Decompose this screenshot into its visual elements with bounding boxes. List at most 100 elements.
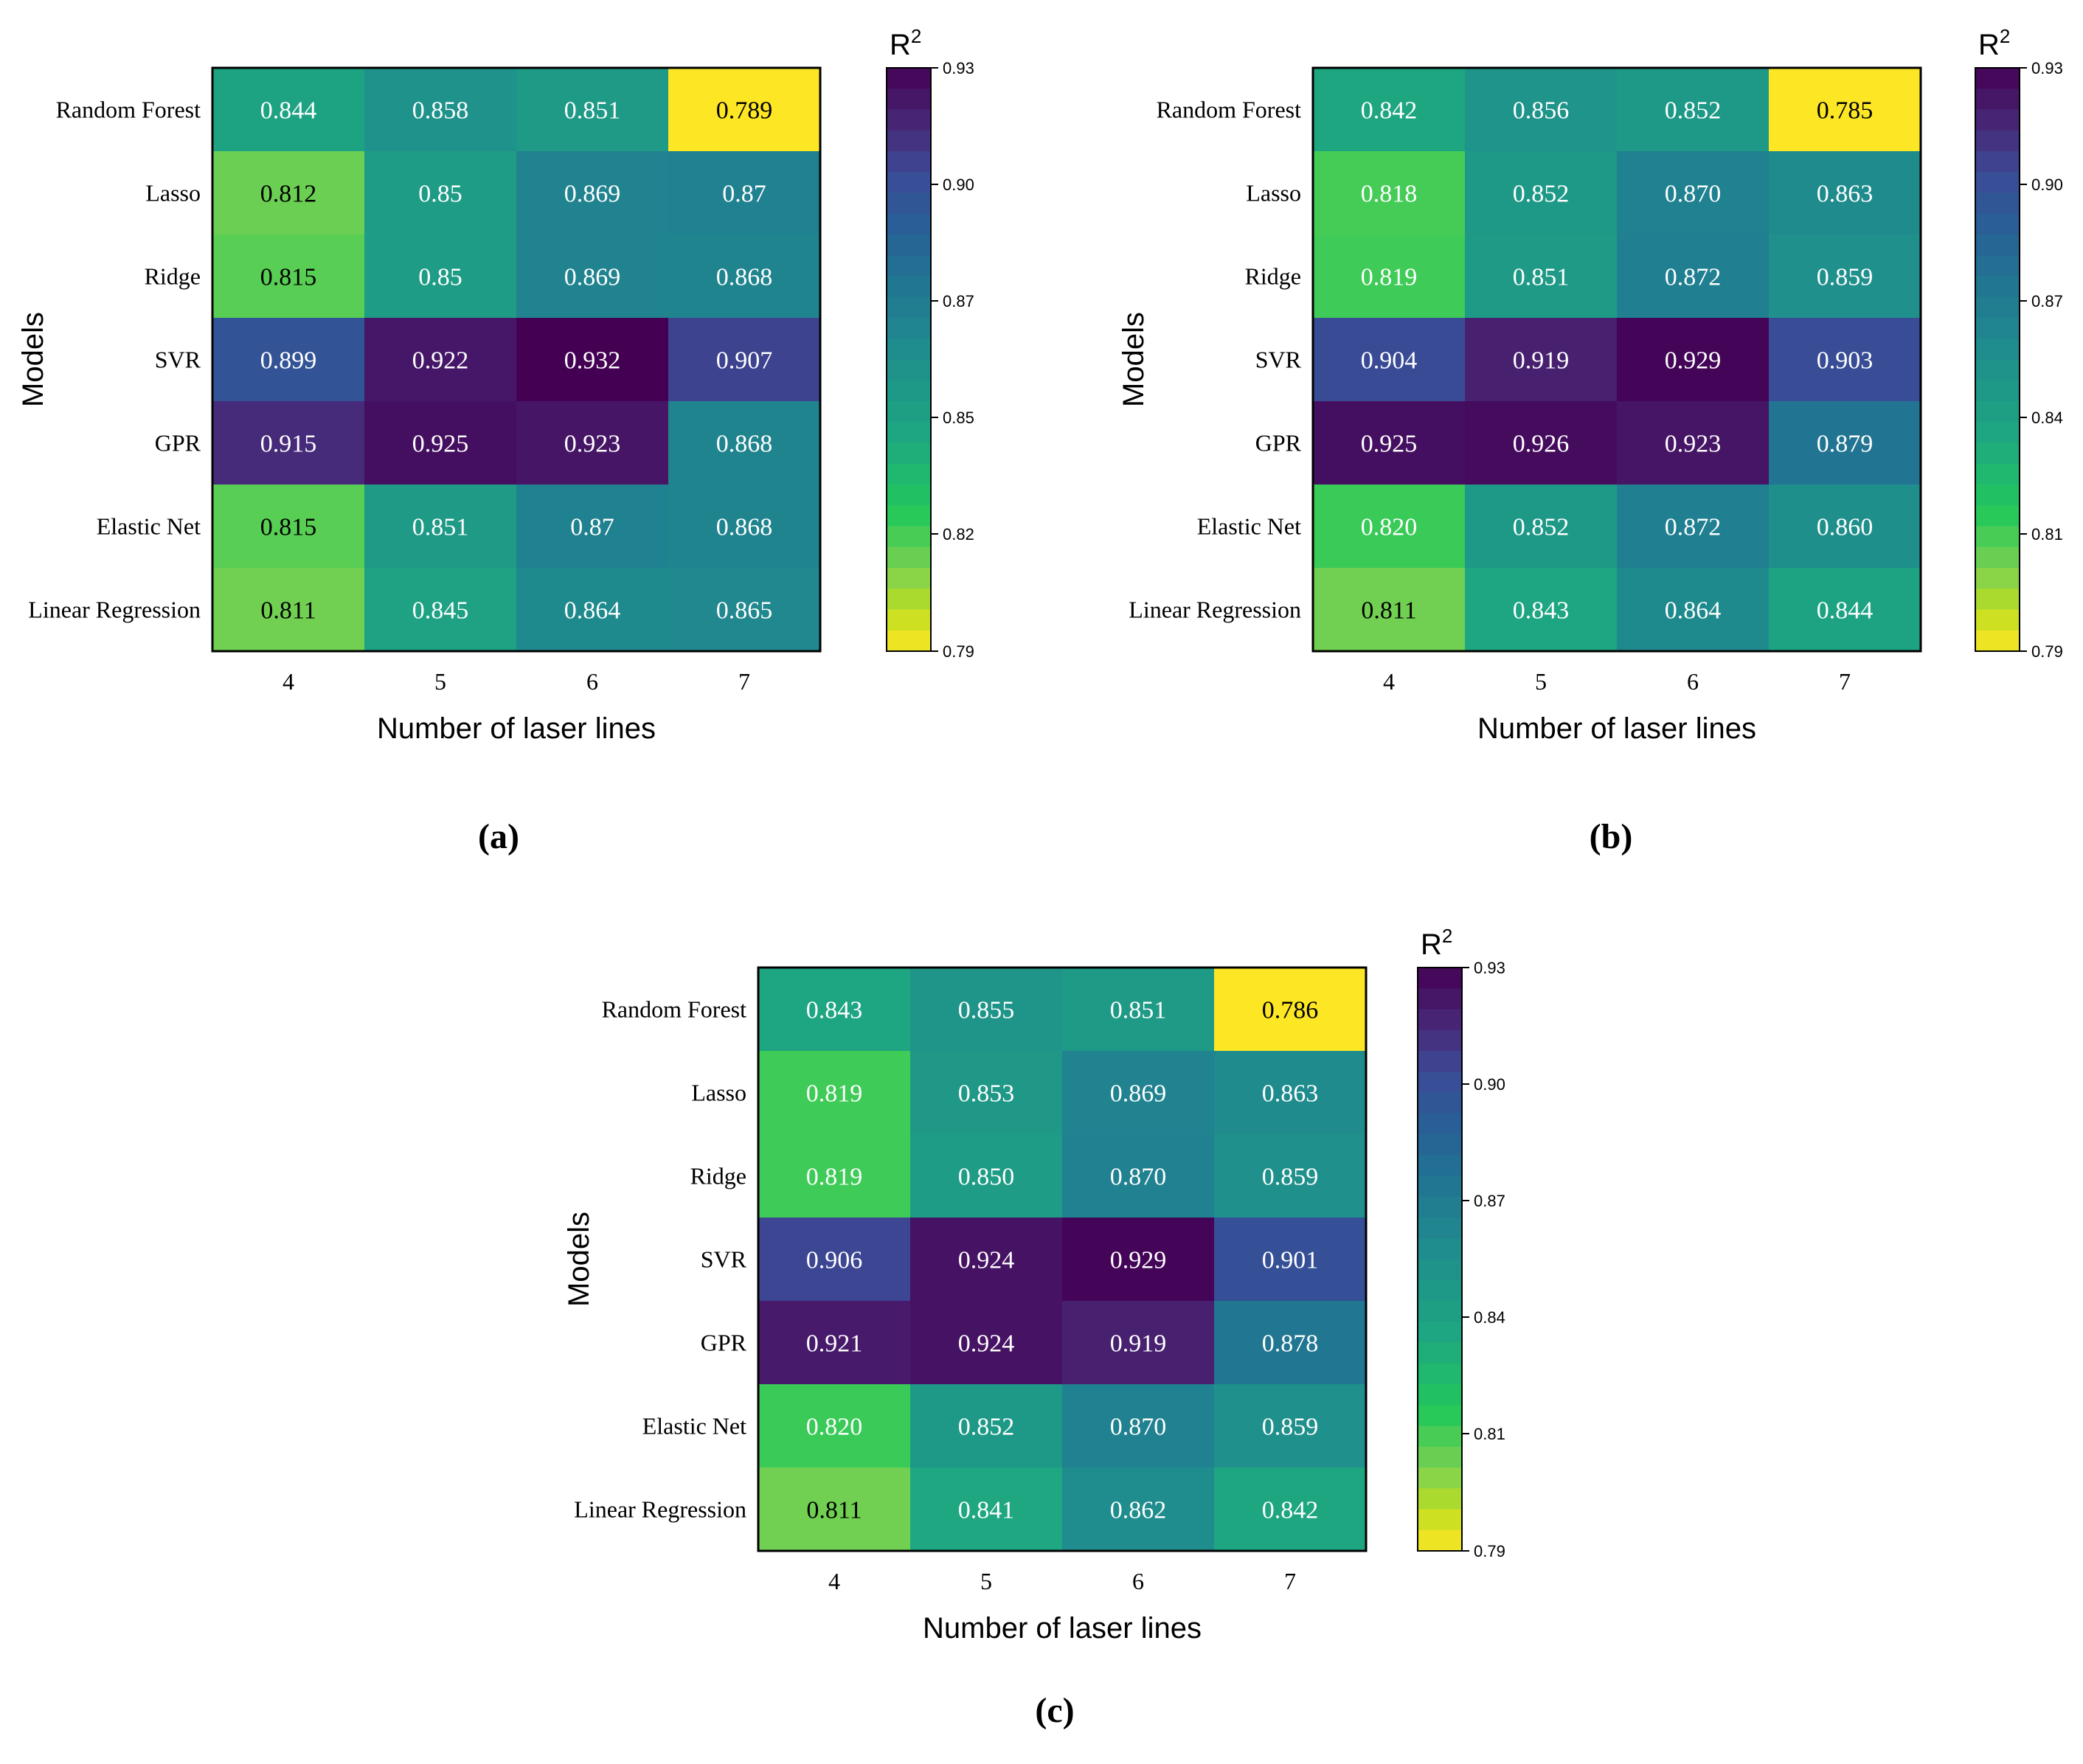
heatmap-cell xyxy=(364,401,516,485)
heatmap-cell xyxy=(1769,401,1921,485)
colorbar-title-superscript: 2 xyxy=(911,25,921,47)
cell-value-label: 0.852 xyxy=(1665,97,1722,125)
colorbar-band xyxy=(887,526,931,548)
colorbar-band xyxy=(1975,359,2020,381)
heatmap-cell xyxy=(1313,68,1465,151)
heatmap-cell xyxy=(1062,1301,1214,1384)
x-axis-title: Number of laser lines xyxy=(1477,712,1756,745)
colorbar-band xyxy=(887,213,931,235)
x-axis-title: Number of laser lines xyxy=(923,1612,1202,1645)
heatmap-cell xyxy=(212,318,364,401)
cell-value-label: 0.870 xyxy=(1665,181,1722,208)
heatmap-cell xyxy=(1617,235,1769,318)
heatmap-cell xyxy=(1214,1218,1366,1301)
y-tick-label: Elastic Net xyxy=(1197,513,1301,540)
colorbar-band xyxy=(1975,109,2020,131)
heatmap-cell xyxy=(1214,1051,1366,1134)
x-tick-label: 6 xyxy=(1687,668,1699,695)
cell-value-label: 0.924 xyxy=(958,1247,1015,1274)
colorbar-tick-label: 0.93 xyxy=(2031,59,2063,77)
colorbar-band xyxy=(1418,1009,1462,1031)
colorbar-band xyxy=(887,255,931,277)
heatmap-cell xyxy=(516,318,668,401)
heatmap-cell xyxy=(516,151,668,235)
colorbar-tick-label: 0.87 xyxy=(2031,292,2063,310)
heatmap-cell xyxy=(1617,568,1769,651)
colorbar-band xyxy=(887,151,931,173)
colorbar-frame xyxy=(1975,67,2020,652)
heatmap-cell xyxy=(364,235,516,318)
y-tick-label: GPR xyxy=(1255,430,1302,456)
colorbar-band xyxy=(887,359,931,381)
cell-value-label: 0.853 xyxy=(958,1080,1015,1108)
heatmap-cell xyxy=(212,235,364,318)
colorbar-band xyxy=(887,630,931,652)
colorbar-band xyxy=(1418,1446,1462,1468)
colorbar-band xyxy=(1418,1405,1462,1427)
y-tick-label: Linear Regression xyxy=(28,597,201,623)
cell-value-label: 0.903 xyxy=(1817,347,1874,375)
colorbar-tick-label: 0.79 xyxy=(1474,1542,1505,1560)
heatmap-cell xyxy=(1769,235,1921,318)
colorbar-band xyxy=(1975,630,2020,652)
heatmap-cell xyxy=(1769,68,1921,151)
heatmap-frame xyxy=(1311,66,1922,653)
cell-value-label: 0.815 xyxy=(260,264,317,291)
cell-value-label: 0.851 xyxy=(412,514,469,541)
heatmap-cell xyxy=(1465,568,1617,651)
colorbar-title-main: R xyxy=(1421,928,1442,961)
heatmap-cell xyxy=(1769,568,1921,651)
heatmap-cell xyxy=(1465,151,1617,235)
heatmap-cell xyxy=(1313,401,1465,485)
colorbar-band xyxy=(887,546,931,569)
colorbar-tick-label: 0.81 xyxy=(1474,1425,1505,1443)
colorbar-band xyxy=(1975,192,2020,215)
heatmap-cell xyxy=(364,318,516,401)
cell-value-label: 0.785 xyxy=(1817,97,1874,125)
cell-value-label: 0.915 xyxy=(260,431,317,458)
heatmap-cell xyxy=(758,1468,910,1551)
heatmap-panel: 0.843 0.855 0.851 0.786 0.819 0.853 0.869 0.863… xyxy=(563,925,1505,1730)
cell-value-label: 0.904 xyxy=(1361,347,1418,375)
heatmap-cell xyxy=(1617,401,1769,485)
panel-label: (b) xyxy=(1590,817,1633,856)
colorbar-band xyxy=(887,235,931,256)
heatmap-cell xyxy=(516,235,668,318)
heatmap-cell xyxy=(1062,968,1214,1051)
colorbar-band xyxy=(887,588,931,611)
heatmap-panel: 0.844 0.858 0.851 0.789 0.812 0.85 0.869 0.87 0.… xyxy=(17,25,974,856)
cell-value-label: 0.851 xyxy=(1513,264,1570,291)
panel-label: (c) xyxy=(1035,1691,1074,1730)
heatmap-cell xyxy=(1769,485,1921,568)
colorbar-tick-label: 0.79 xyxy=(2031,642,2063,661)
cell-value-label: 0.919 xyxy=(1513,347,1570,375)
cell-value-label: 0.869 xyxy=(1110,1080,1167,1108)
heatmap-cell xyxy=(1214,1301,1366,1384)
colorbar-band xyxy=(1975,546,2020,569)
cell-value-label: 0.864 xyxy=(564,597,621,625)
cell-value-label: 0.872 xyxy=(1665,264,1722,291)
colorbar-band xyxy=(1418,1322,1462,1344)
colorbar-band xyxy=(1418,1072,1462,1094)
heatmap-cell xyxy=(1769,151,1921,235)
cell-value-label: 0.862 xyxy=(1110,1497,1167,1524)
cell-value-label: 0.843 xyxy=(1513,597,1570,625)
heatmap-cell xyxy=(758,1218,910,1301)
colorbar-title-main: R xyxy=(890,29,911,61)
colorbar-band xyxy=(887,88,931,111)
cell-value-label: 0.919 xyxy=(1110,1330,1167,1358)
y-axis-title: Models xyxy=(1117,312,1150,407)
x-tick-label: 7 xyxy=(1284,1568,1296,1594)
y-tick-label: SVR xyxy=(155,347,201,373)
y-tick-label: Random Forest xyxy=(56,97,201,123)
cell-value-label: 0.850 xyxy=(958,1164,1015,1191)
colorbar-band xyxy=(887,442,931,465)
cell-value-label: 0.842 xyxy=(1262,1497,1319,1524)
y-tick-label: SVR xyxy=(701,1246,747,1273)
cell-value-label: 0.860 xyxy=(1817,514,1874,541)
cell-value-label: 0.906 xyxy=(806,1247,863,1274)
colorbar-band xyxy=(887,172,931,194)
x-tick-label: 6 xyxy=(1132,1568,1144,1594)
cell-value-label: 0.786 xyxy=(1262,997,1319,1024)
